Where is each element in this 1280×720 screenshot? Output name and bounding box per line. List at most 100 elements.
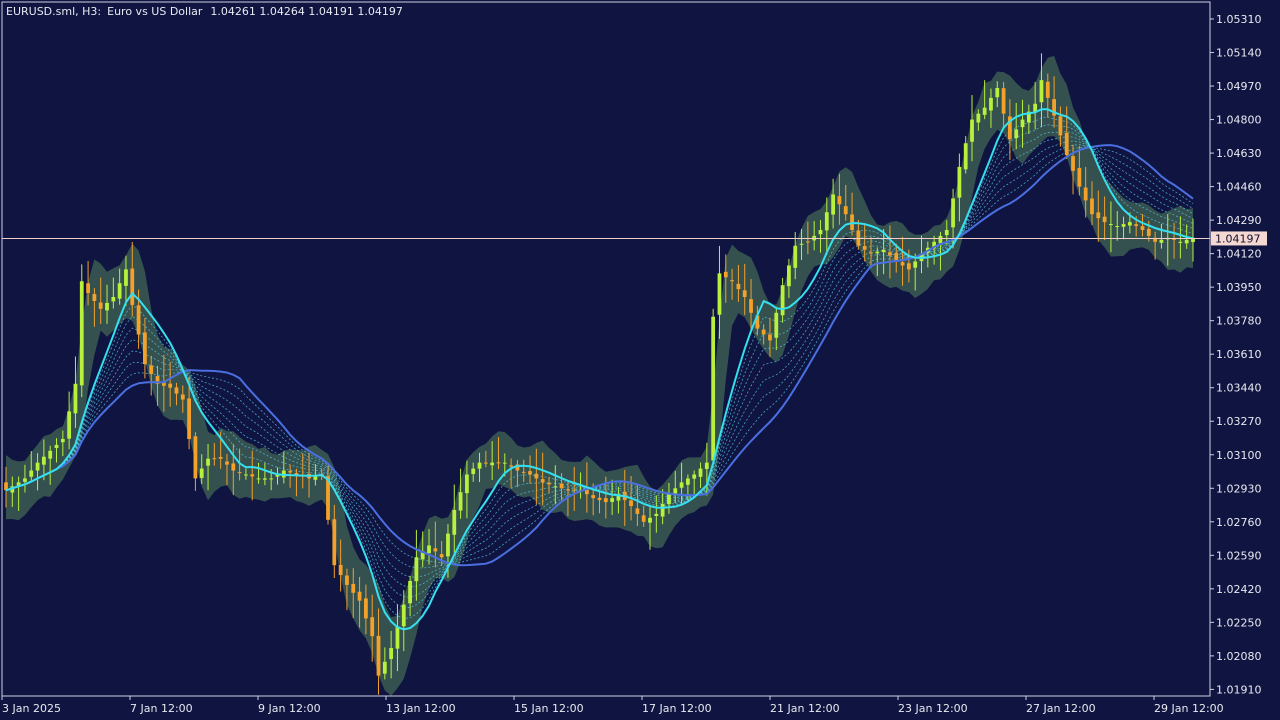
ribbon-line [5,144,1194,569]
plot-frame [1,1,1211,697]
candle-body [92,293,97,301]
x-tick-label: 17 Jan 12:00 [642,702,712,715]
candle-body [629,500,633,507]
candle-body [187,398,191,439]
candle-body [1014,129,1019,139]
candle-body [262,478,267,480]
candle-body [357,591,362,601]
candle-body [932,241,937,249]
candle-body [976,113,981,123]
candle-body [1096,212,1101,219]
candle-body [408,580,412,604]
candle-body [1020,119,1025,128]
candle-body [1102,216,1107,223]
candle-body [433,548,438,552]
candle-body [787,265,791,287]
candle-body [888,252,892,256]
candle-body [199,468,204,478]
candle-body [35,462,40,471]
candle-body [130,268,135,305]
candle-body [831,194,836,215]
candle-body [143,332,147,365]
slow-ma-line [5,144,1194,567]
candle-body [471,468,476,475]
candle-body [376,635,381,676]
candle-body [67,411,72,439]
candle-body [799,243,804,245]
y-tick-label: 1.02930 [1216,482,1262,495]
candle-body [667,494,671,505]
candle-body [275,474,280,477]
candle-body [414,557,419,582]
candle-body [29,470,34,477]
candle-body [944,229,949,236]
y-tick-label: 1.03440 [1216,382,1262,395]
candle-body [465,474,469,494]
candle-body [1184,239,1189,244]
ribbon-line [5,136,1194,588]
y-tick-label: 1.04290 [1216,214,1262,227]
candle-body [326,476,330,520]
y-tick-label: 1.02420 [1216,583,1262,596]
candle-body [1127,222,1132,226]
candle-body [483,462,488,464]
y-tick-label: 1.03950 [1216,281,1262,294]
candle-body [1052,99,1056,116]
candle-body [869,252,873,254]
candle-body [730,280,734,282]
candle-body [269,478,274,480]
ribbon-line [5,131,1194,598]
candle-body [862,246,867,250]
candle-body [970,119,974,142]
candle-body [168,383,173,388]
candle-body [1001,88,1006,114]
price-axis[interactable]: 1.05310 1.05140 1.04970 1.04800 1.04630 1.044… [1210,13,1262,696]
candle-body [824,212,829,231]
candles [4,53,1195,695]
ribbon-line [5,146,1194,565]
candle-body [584,489,589,495]
candle-body [446,533,450,557]
candle-body [641,515,646,522]
last-price-label: 1.04197 [1211,231,1267,246]
candle-body [477,462,482,469]
candle-body [881,249,886,253]
candle-body [244,474,248,476]
candle-body [54,444,59,449]
candle-body [616,494,621,501]
price-band [6,55,1193,696]
x-tick-label: 27 Jan 12:00 [1026,702,1096,715]
candle-body [1090,198,1094,215]
candle-body [566,489,570,491]
candle-body [48,450,53,459]
candle-body [10,486,15,493]
candle-body [1033,103,1038,112]
ohlc-values: 1.04261 1.04264 1.04191 1.04197 [210,5,402,18]
time-axis[interactable]: 3 Jan 2025 7 Jan 12:00 9 Jan 12:00 13 Jan 1… [1,696,1224,715]
candle-body [982,107,987,115]
candle-body [105,302,109,311]
y-tick-label: 1.01910 [1216,683,1262,696]
candle-body [1146,228,1151,236]
candle-body [338,564,343,576]
x-tick-label: 9 Jan 12:00 [258,702,321,715]
x-tick-label: 13 Jan 12:00 [386,702,456,715]
candle-body [41,456,46,465]
candle-body [174,387,179,394]
candle-body [698,468,703,477]
candle-body [1083,187,1088,201]
candle-body [496,462,501,464]
candle-body [149,365,154,374]
candle-body [509,465,514,467]
candle-body [250,474,255,477]
candle-body [692,474,697,479]
y-tick-label: 1.05140 [1216,47,1262,60]
candle-body [117,283,122,299]
candle-body [989,97,993,111]
candle-body [660,504,665,517]
candle-body [1115,226,1120,228]
candle-body [654,513,659,516]
candle-body [73,383,78,414]
candle-body [761,329,766,335]
